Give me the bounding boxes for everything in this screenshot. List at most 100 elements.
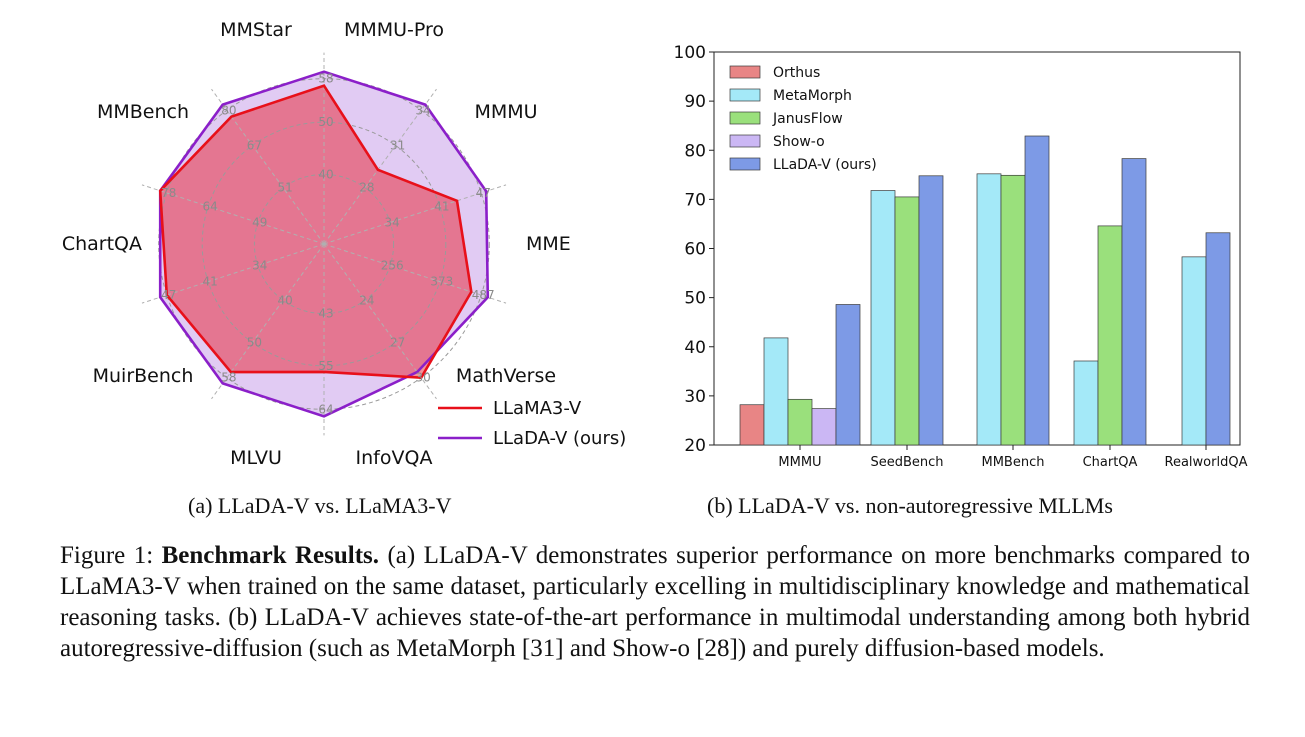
radar-spoke	[323, 184, 507, 245]
radar-tick-label: 40	[318, 167, 333, 181]
radar-tick-label: 30	[416, 371, 431, 385]
radar-line-llada	[158, 70, 490, 418]
radar-axis-label: MLVU	[230, 447, 282, 469]
bar-llada-v-ours-	[1024, 135, 1050, 446]
caption-text: (a) LLaDA-V demonstrates superior perfor…	[60, 542, 1251, 662]
radar-tick-label: 34	[252, 259, 267, 273]
bar-ytick-label: 70	[684, 190, 706, 210]
radar-spoke	[141, 184, 325, 245]
radar-spoke	[211, 88, 325, 245]
bar-legend-swatch	[729, 88, 761, 102]
bar-ytick-label: 20	[684, 436, 706, 456]
radar-tick-label: 64	[203, 199, 218, 213]
radar-legend-label: LLaDA-V (ours)	[493, 428, 626, 449]
radar-tick-label: 78	[161, 186, 176, 200]
radar-tick-label: 67	[247, 138, 262, 152]
radar-spoke	[211, 243, 325, 400]
bar-legend-label: Show-o	[773, 134, 825, 150]
bar-legend-label: Orthus	[773, 65, 820, 81]
bar-janusflow	[787, 398, 813, 446]
radar-tick-label: 40	[277, 293, 292, 307]
bar-ytick-label: 30	[684, 387, 706, 407]
bar-janusflow	[894, 196, 920, 446]
bar-legend-swatch	[729, 134, 761, 148]
radar-grid-circle	[253, 173, 395, 315]
radar-axis-label: MMMU-Pro	[344, 19, 444, 41]
bar-metamorph	[1181, 256, 1207, 446]
radar-tick-label: 487	[472, 288, 495, 302]
bar-llada-v-ours-	[918, 175, 944, 446]
bar-ytick-label: 100	[674, 43, 706, 63]
radar-tick-label: 55	[318, 359, 333, 373]
radar-axis-label: ChartQA	[62, 233, 142, 255]
radar-fill-llama	[160, 85, 472, 378]
radar-tick-label: 64	[318, 402, 333, 416]
radar-tick-label: 80	[221, 103, 236, 117]
bar-legend-label: MetaMorph	[773, 88, 852, 104]
bar-metamorph	[870, 190, 896, 446]
radar-axis-label: MMMU	[474, 101, 537, 123]
bar-ytick-label: 50	[684, 289, 706, 309]
bar-metamorph	[763, 337, 789, 446]
radar-tick-label: 43	[318, 307, 333, 321]
bar-legend-swatch	[729, 157, 761, 171]
radar-tick-label: 41	[203, 275, 218, 289]
caption-bold: Benchmark Results.	[161, 542, 380, 569]
radar-tick-label: 58	[221, 371, 236, 385]
subcaption-a: (a) LLaDA-V vs. LLaMA3-V	[188, 493, 452, 518]
figure-canvas: 40 50 58 28 31 34 34 41 47 256 373 487 24 27 30 43 55 64 4…	[62, 19, 1248, 470]
radar-axis-label: MME	[526, 233, 571, 255]
radar-tick-label: 34	[385, 215, 400, 229]
bar-legend-swatch	[729, 111, 761, 125]
radar-tick-label: 256	[381, 259, 404, 273]
bar-category-label: SeedBench	[870, 455, 943, 470]
bar-category-label: MMBench	[982, 455, 1045, 470]
bar-ytick-label: 60	[684, 240, 706, 260]
bar-janusflow	[1097, 225, 1123, 446]
bar-legend-label: LLaDA-V (ours)	[773, 157, 877, 173]
bar-metamorph	[976, 173, 1002, 446]
bar-category-label: MMMU	[778, 455, 821, 470]
bar-metamorph	[1073, 360, 1099, 446]
bar-ytick-label: 90	[684, 92, 706, 112]
bar-legend-label: JanusFlow	[772, 111, 843, 127]
radar-axis-label: InfoVQA	[356, 447, 433, 469]
bar-ytick-label: 80	[684, 141, 706, 161]
radar-tick-label: 24	[359, 293, 374, 307]
radar-tick-label: 31	[390, 138, 405, 152]
bar-show-o	[811, 408, 837, 446]
figure-caption: Figure 1: Benchmark Results. (a) LLaDA-V…	[60, 540, 1250, 664]
bar-legend-swatch	[729, 65, 761, 79]
radar-tick-label: 58	[318, 72, 333, 86]
bar-llada-v-ours-	[835, 304, 861, 446]
radar-tick-label: 41	[434, 199, 449, 213]
caption-prefix: Figure 1:	[60, 542, 162, 569]
radar-spoke	[323, 243, 437, 400]
radar-grid-circle	[158, 78, 490, 410]
bar-llada-v-ours-	[1121, 158, 1147, 446]
bar-orthus	[739, 404, 765, 446]
radar-spoke	[141, 243, 325, 304]
radar-spoke	[323, 88, 437, 245]
radar-tick-label: 49	[252, 215, 267, 229]
radar-tick-label: 34	[416, 103, 431, 117]
radar-tick-label: 373	[430, 275, 453, 289]
radar-chart: 40 50 58 28 31 34 34 41 47 256 373 487 24 27 30 43 55 64 4…	[62, 19, 626, 469]
bar-ytick-label: 40	[684, 338, 706, 358]
radar-tick-label: 51	[277, 181, 292, 195]
bar-category-label: RealworldQA	[1165, 455, 1248, 470]
bar-category-label: ChartQA	[1083, 455, 1138, 470]
radar-tick-label: 27	[390, 336, 405, 350]
radar-spoke	[323, 243, 507, 304]
bar-llada-v-ours-	[1205, 232, 1231, 446]
radar-line-llama	[158, 84, 473, 380]
radar-axis-label: MMBench	[97, 101, 189, 123]
radar-axis-label: MMStar	[220, 19, 292, 41]
radar-tick-label: 47	[161, 288, 176, 302]
radar-tick-label: 28	[359, 181, 374, 195]
bar-janusflow	[1000, 174, 1026, 446]
radar-tick-label: 50	[247, 336, 262, 350]
radar-axis-label: MuirBench	[93, 365, 194, 387]
radar-tick-label: 50	[318, 115, 333, 129]
radar-legend-label: LLaMA3-V	[493, 398, 582, 419]
